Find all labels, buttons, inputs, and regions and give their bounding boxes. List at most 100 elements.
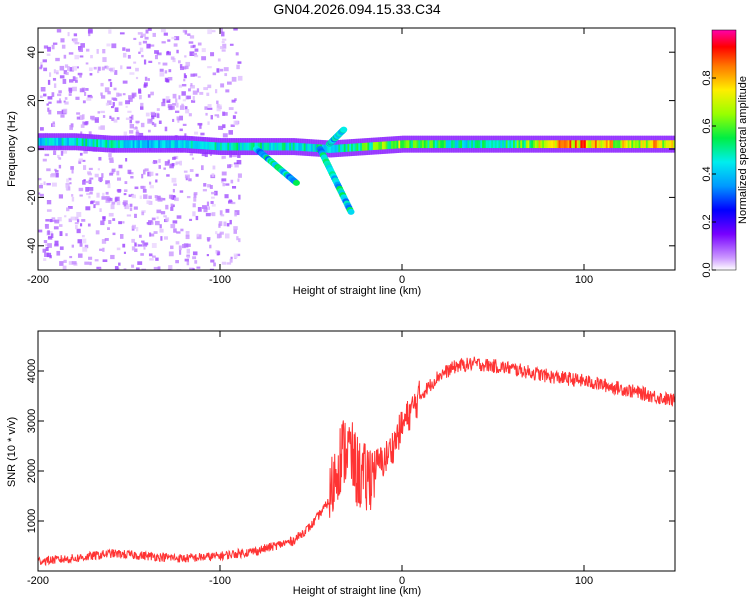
heatmap-band-cell <box>509 140 512 149</box>
heatmap-noise-cell <box>136 227 139 232</box>
heatmap-noise-cell <box>86 48 90 52</box>
heatmap-band-cell <box>591 140 594 149</box>
heatmap-noise-cell <box>101 239 107 244</box>
heatmap-noise-cell <box>126 204 130 210</box>
heatmap-noise-cell <box>83 150 88 154</box>
heatmap-noise-cell <box>206 92 210 96</box>
heatmap-band-cell <box>613 140 616 149</box>
heatmap-noise-cell <box>151 243 157 248</box>
heatmap-noise-cell <box>127 169 132 174</box>
heatmap-noise-cell <box>94 117 99 120</box>
heatmap-noise-cell <box>128 95 132 100</box>
heatmap-noise-cell <box>222 38 227 41</box>
heatmap-band-cell <box>54 137 57 146</box>
heatmap-noise-cell <box>142 188 147 193</box>
heatmap-noise-cell <box>234 164 239 168</box>
heatmap-noise-cell <box>54 240 59 246</box>
heatmap-band-cell <box>660 140 663 149</box>
heatmap-noise-cell <box>186 248 191 254</box>
heatmap-band-cell <box>573 140 576 149</box>
heatmap-band-cell <box>416 140 419 149</box>
x-tick-label: 100 <box>575 274 593 286</box>
heatmap-band-cell <box>649 140 652 149</box>
heatmap-noise-cell <box>116 92 120 97</box>
heatmap-noise-cell <box>107 197 113 202</box>
heatmap-band-cell <box>478 140 481 149</box>
heatmap-band-cell <box>411 140 414 149</box>
heatmap-noise-cell <box>158 120 162 124</box>
heatmap-band-cell <box>533 140 536 149</box>
heatmap-band-cell <box>449 140 452 149</box>
heatmap-band-cell <box>247 142 250 151</box>
heatmap-band-cell <box>476 140 480 149</box>
heatmap-band-cell <box>236 142 239 151</box>
heatmap-noise-cell <box>172 93 177 99</box>
heatmap-noise-cell <box>167 76 173 81</box>
heatmap-noise-cell <box>195 173 199 177</box>
heatmap-band-cell <box>644 140 647 149</box>
heatmap-band-cell <box>374 142 378 150</box>
heatmap-noise-cell <box>161 41 166 44</box>
heatmap-band-cell <box>72 137 75 146</box>
heatmap-noise-cell <box>69 124 73 130</box>
heatmap-noise-cell <box>82 247 88 252</box>
heatmap-noise-cell <box>233 229 237 234</box>
heatmap-noise-cell <box>59 231 63 237</box>
heatmap-band-cell <box>225 142 228 151</box>
heatmap-noise-cell <box>107 183 111 189</box>
heatmap-noise-cell <box>211 203 216 207</box>
heatmap-noise-cell <box>170 56 175 60</box>
heatmap-noise-cell <box>88 28 93 33</box>
heatmap-noise-cell <box>129 130 134 134</box>
heatmap-noise-cell <box>147 28 152 31</box>
heatmap-noise-cell <box>226 81 232 85</box>
heatmap-noise-cell <box>164 70 168 74</box>
heatmap-band-cell <box>303 143 307 152</box>
x-tick-label: 100 <box>575 575 593 587</box>
heatmap-noise-cell <box>75 96 80 100</box>
heatmap-noise-cell <box>138 51 141 54</box>
heatmap-band-cell <box>329 145 332 153</box>
heatmap-noise-cell <box>50 173 55 178</box>
heatmap-noise-cell <box>222 43 227 49</box>
heatmap-noise-cell <box>210 115 213 120</box>
heatmap-noise-cell <box>63 54 67 59</box>
heatmap-noise-cell <box>74 222 79 225</box>
heatmap-band-cell <box>150 140 154 149</box>
heatmap-noise-cell <box>164 161 170 166</box>
heatmap-noise-cell <box>86 97 92 101</box>
heatmap-noise-cell <box>68 93 72 96</box>
heatmap-noise-cell <box>131 246 136 251</box>
heatmap-noise-cell <box>205 112 208 116</box>
heatmap-noise-cell <box>148 220 153 223</box>
heatmap-noise-cell <box>166 79 170 83</box>
heatmap-band-cell <box>600 140 603 149</box>
heatmap-noise-cell <box>188 88 191 92</box>
heatmap-noise-cell <box>138 244 143 247</box>
heatmap-noise-cell <box>79 243 83 247</box>
heatmap-noise-cell <box>70 166 74 170</box>
heatmap-noise-cell <box>58 224 63 227</box>
heatmap-band-cell <box>121 140 125 149</box>
heatmap-noise-cell <box>72 76 76 82</box>
heatmap-noise-cell <box>88 131 92 136</box>
heatmap-noise-cell <box>149 185 154 189</box>
heatmap-band-cell <box>356 143 359 152</box>
heatmap-noise-cell <box>133 61 137 64</box>
heatmap-band-cell <box>267 142 270 151</box>
heatmap-noise-cell <box>210 259 215 263</box>
heatmap-band-cell <box>179 140 183 149</box>
heatmap-noise-cell <box>74 216 79 221</box>
heatmap-noise-cell <box>51 92 55 97</box>
heatmap-noise-cell <box>107 100 112 106</box>
heatmap-noise-cell <box>226 223 230 227</box>
heatmap-noise-cell <box>116 177 122 181</box>
heatmap-noise-cell <box>140 185 146 190</box>
heatmap-noise-cell <box>85 180 90 184</box>
heatmap-band-cell <box>114 140 117 149</box>
heatmap-noise-cell <box>175 98 178 103</box>
heatmap-noise-cell <box>202 189 207 192</box>
heatmap-noise-cell <box>172 103 177 106</box>
heatmap-noise-cell <box>161 269 166 270</box>
heatmap-noise-cell <box>42 158 47 162</box>
